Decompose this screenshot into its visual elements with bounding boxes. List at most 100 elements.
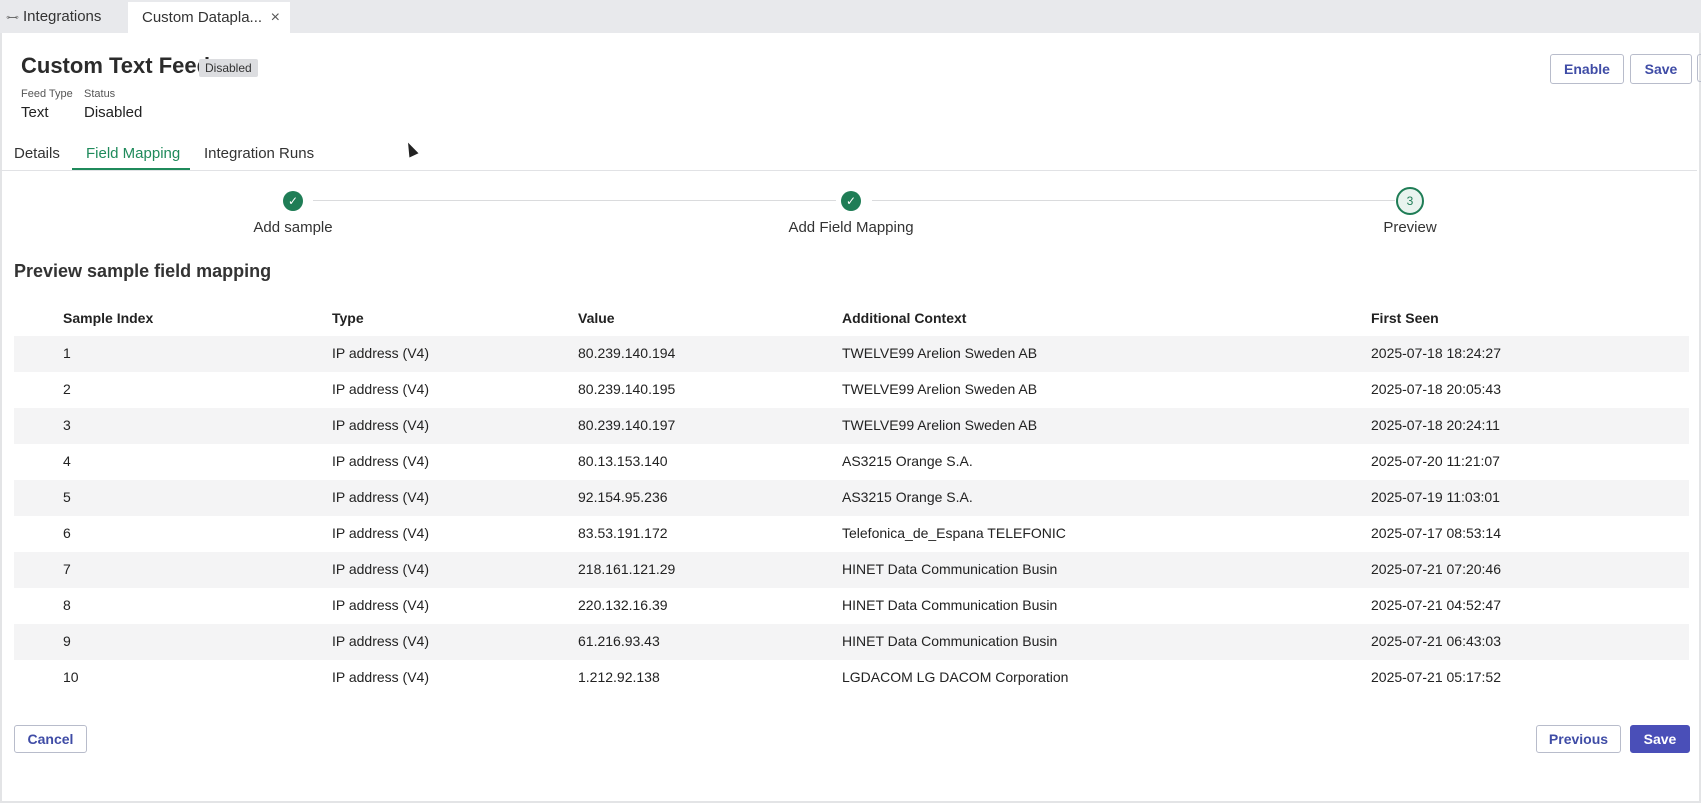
cell-sample-index: 7 [63, 561, 71, 577]
cell-value: 80.239.140.195 [578, 381, 676, 397]
step-2-label: Add Field Mapping [788, 219, 914, 236]
table-row: 4 IP address (V4) 80.13.153.140 AS3215 Oran… [14, 444, 1689, 480]
cell-type: IP address (V4) [332, 489, 430, 505]
table-row: 8 IP address (V4) 220.132.16.39 HINET Data … [14, 588, 1689, 624]
cancel-button[interactable]: Cancel [14, 725, 87, 753]
cell-sample-index: 1 [63, 345, 71, 361]
cell-type: IP address (V4) [332, 417, 430, 433]
tab-field-mapping[interactable]: Field Mapping [86, 145, 181, 162]
feed-type-value: Text [21, 104, 49, 121]
cell-additional-context: AS3215 Orange S.A. [842, 453, 973, 469]
cell-type: IP address (V4) [332, 633, 430, 649]
page-tabs: Details Field Mapping Integration Runs [0, 140, 1697, 171]
table-header: Sample Index Type Value Additional Conte… [14, 300, 1689, 336]
cell-first-seen: 2025-07-20 11:21:07 [1371, 453, 1500, 469]
cell-additional-context: LGDACOM LG DACOM Corporation [842, 669, 1069, 685]
cell-first-seen: 2025-07-21 04:52:47 [1371, 597, 1501, 613]
cell-additional-context: Telefonica_de_Espana TELEFONIC [842, 525, 1066, 541]
active-tab-indicator [72, 168, 190, 170]
step-1-check-icon: ✓ [283, 191, 303, 211]
browser-tab-label: Integrations [23, 8, 102, 25]
table-body: 1 IP address (V4) 80.239.140.194 TWELVE99 A… [14, 336, 1689, 696]
cell-first-seen: 2025-07-18 20:24:11 [1371, 417, 1500, 433]
page-title: Custom Text Feed [21, 53, 211, 78]
cell-additional-context: HINET Data Communication Busin [842, 633, 1058, 649]
cell-first-seen: 2025-07-18 20:05:43 [1371, 381, 1501, 397]
cell-value: 80.13.153.140 [578, 453, 668, 469]
cell-first-seen: 2025-07-21 06:43:03 [1371, 633, 1501, 649]
table-row: 7 IP address (V4) 218.161.121.29 HINET Data… [14, 552, 1689, 588]
previous-button[interactable]: Previous [1536, 725, 1621, 753]
column-header-additional-context: Additional Context [842, 310, 967, 326]
cell-additional-context: TWELVE99 Arelion Sweden AB [842, 417, 1038, 433]
status-value: Disabled [84, 104, 143, 121]
cell-type: IP address (V4) [332, 669, 430, 685]
cell-first-seen: 2025-07-19 11:03:01 [1371, 489, 1500, 505]
browser-tab-label: Custom Datapla... [142, 9, 263, 26]
tab-details[interactable]: Details [14, 145, 60, 162]
cell-value: 61.216.93.43 [578, 633, 660, 649]
step-2-check-icon: ✓ [841, 191, 861, 211]
cell-additional-context: AS3215 Orange S.A. [842, 489, 973, 505]
cell-additional-context: TWELVE99 Arelion Sweden AB [842, 345, 1038, 361]
cell-type: IP address (V4) [332, 345, 430, 361]
footer-save-button[interactable]: Save [1630, 725, 1690, 753]
enable-button[interactable]: Enable [1550, 54, 1624, 84]
column-header-sample-index: Sample Index [63, 310, 154, 326]
cell-value: 218.161.121.29 [578, 561, 676, 577]
cell-value: 220.132.16.39 [578, 597, 668, 613]
cell-sample-index: 9 [63, 633, 71, 649]
cell-value: 80.239.140.194 [578, 345, 676, 361]
table-row: 10 IP address (V4) 1.212.92.138 LGDACOM LG … [14, 660, 1689, 696]
step-1-label: Add sample [253, 219, 333, 236]
cell-sample-index: 2 [63, 381, 71, 397]
cell-type: IP address (V4) [332, 525, 430, 541]
column-header-value: Value [578, 310, 615, 326]
more-button-edge[interactable] [1697, 54, 1701, 82]
step-3-number: 3 [1396, 187, 1424, 215]
cell-sample-index: 10 [63, 669, 79, 685]
status-label: Status [84, 88, 116, 100]
cell-type: IP address (V4) [332, 597, 430, 613]
cell-additional-context: TWELVE99 Arelion Sweden AB [842, 381, 1038, 397]
cell-first-seen: 2025-07-21 07:20:46 [1371, 561, 1501, 577]
table-row: 9 IP address (V4) 61.216.93.43 HINET Data C… [14, 624, 1689, 660]
cell-value: 80.239.140.197 [578, 417, 676, 433]
cell-sample-index: 8 [63, 597, 71, 613]
column-header-first-seen: First Seen [1371, 310, 1439, 326]
preview-table: Sample Index Type Value Additional Conte… [14, 300, 1689, 696]
plug-icon: ◦─◦ [6, 9, 19, 24]
cell-sample-index: 5 [63, 489, 71, 505]
cell-additional-context: HINET Data Communication Busin [842, 597, 1058, 613]
cell-value: 92.154.95.236 [578, 489, 668, 505]
cell-sample-index: 6 [63, 525, 71, 541]
feed-type-label: Feed Type [21, 88, 73, 100]
cell-sample-index: 4 [63, 453, 71, 469]
step-connector [872, 200, 1395, 201]
cell-first-seen: 2025-07-21 05:17:52 [1371, 669, 1501, 685]
cell-value: 1.212.92.138 [578, 669, 660, 685]
table-row: 5 IP address (V4) 92.154.95.236 AS3215 Oran… [14, 480, 1689, 516]
status-badge: Disabled [199, 59, 258, 77]
close-icon[interactable]: × [270, 8, 280, 26]
cell-first-seen: 2025-07-18 18:24:27 [1371, 345, 1501, 361]
header-save-button[interactable]: Save [1630, 54, 1692, 84]
cell-type: IP address (V4) [332, 381, 430, 397]
step-connector [313, 200, 836, 201]
content-frame [0, 33, 1701, 803]
tab-integration-runs[interactable]: Integration Runs [204, 145, 315, 162]
cell-sample-index: 3 [63, 417, 71, 433]
section-title: Preview sample field mapping [14, 261, 272, 281]
browser-tab-integrations[interactable]: ◦─◦ Integrations [6, 0, 101, 33]
table-row: 6 IP address (V4) 83.53.191.172 Telefonica_… [14, 516, 1689, 552]
table-row: 1 IP address (V4) 80.239.140.194 TWELVE99 A… [14, 336, 1689, 372]
browser-tab-bar: ◦─◦ Integrations Custom Datapla... × [0, 0, 1701, 33]
cell-type: IP address (V4) [332, 453, 430, 469]
cell-first-seen: 2025-07-17 08:53:14 [1371, 525, 1501, 541]
cell-value: 83.53.191.172 [578, 525, 668, 541]
browser-tab-custom-dataplane[interactable]: Custom Datapla... × [128, 0, 290, 33]
cell-additional-context: HINET Data Communication Busin [842, 561, 1058, 577]
cell-type: IP address (V4) [332, 561, 430, 577]
table-row: 2 IP address (V4) 80.239.140.195 TWELVE99 A… [14, 372, 1689, 408]
column-header-type: Type [332, 310, 364, 326]
